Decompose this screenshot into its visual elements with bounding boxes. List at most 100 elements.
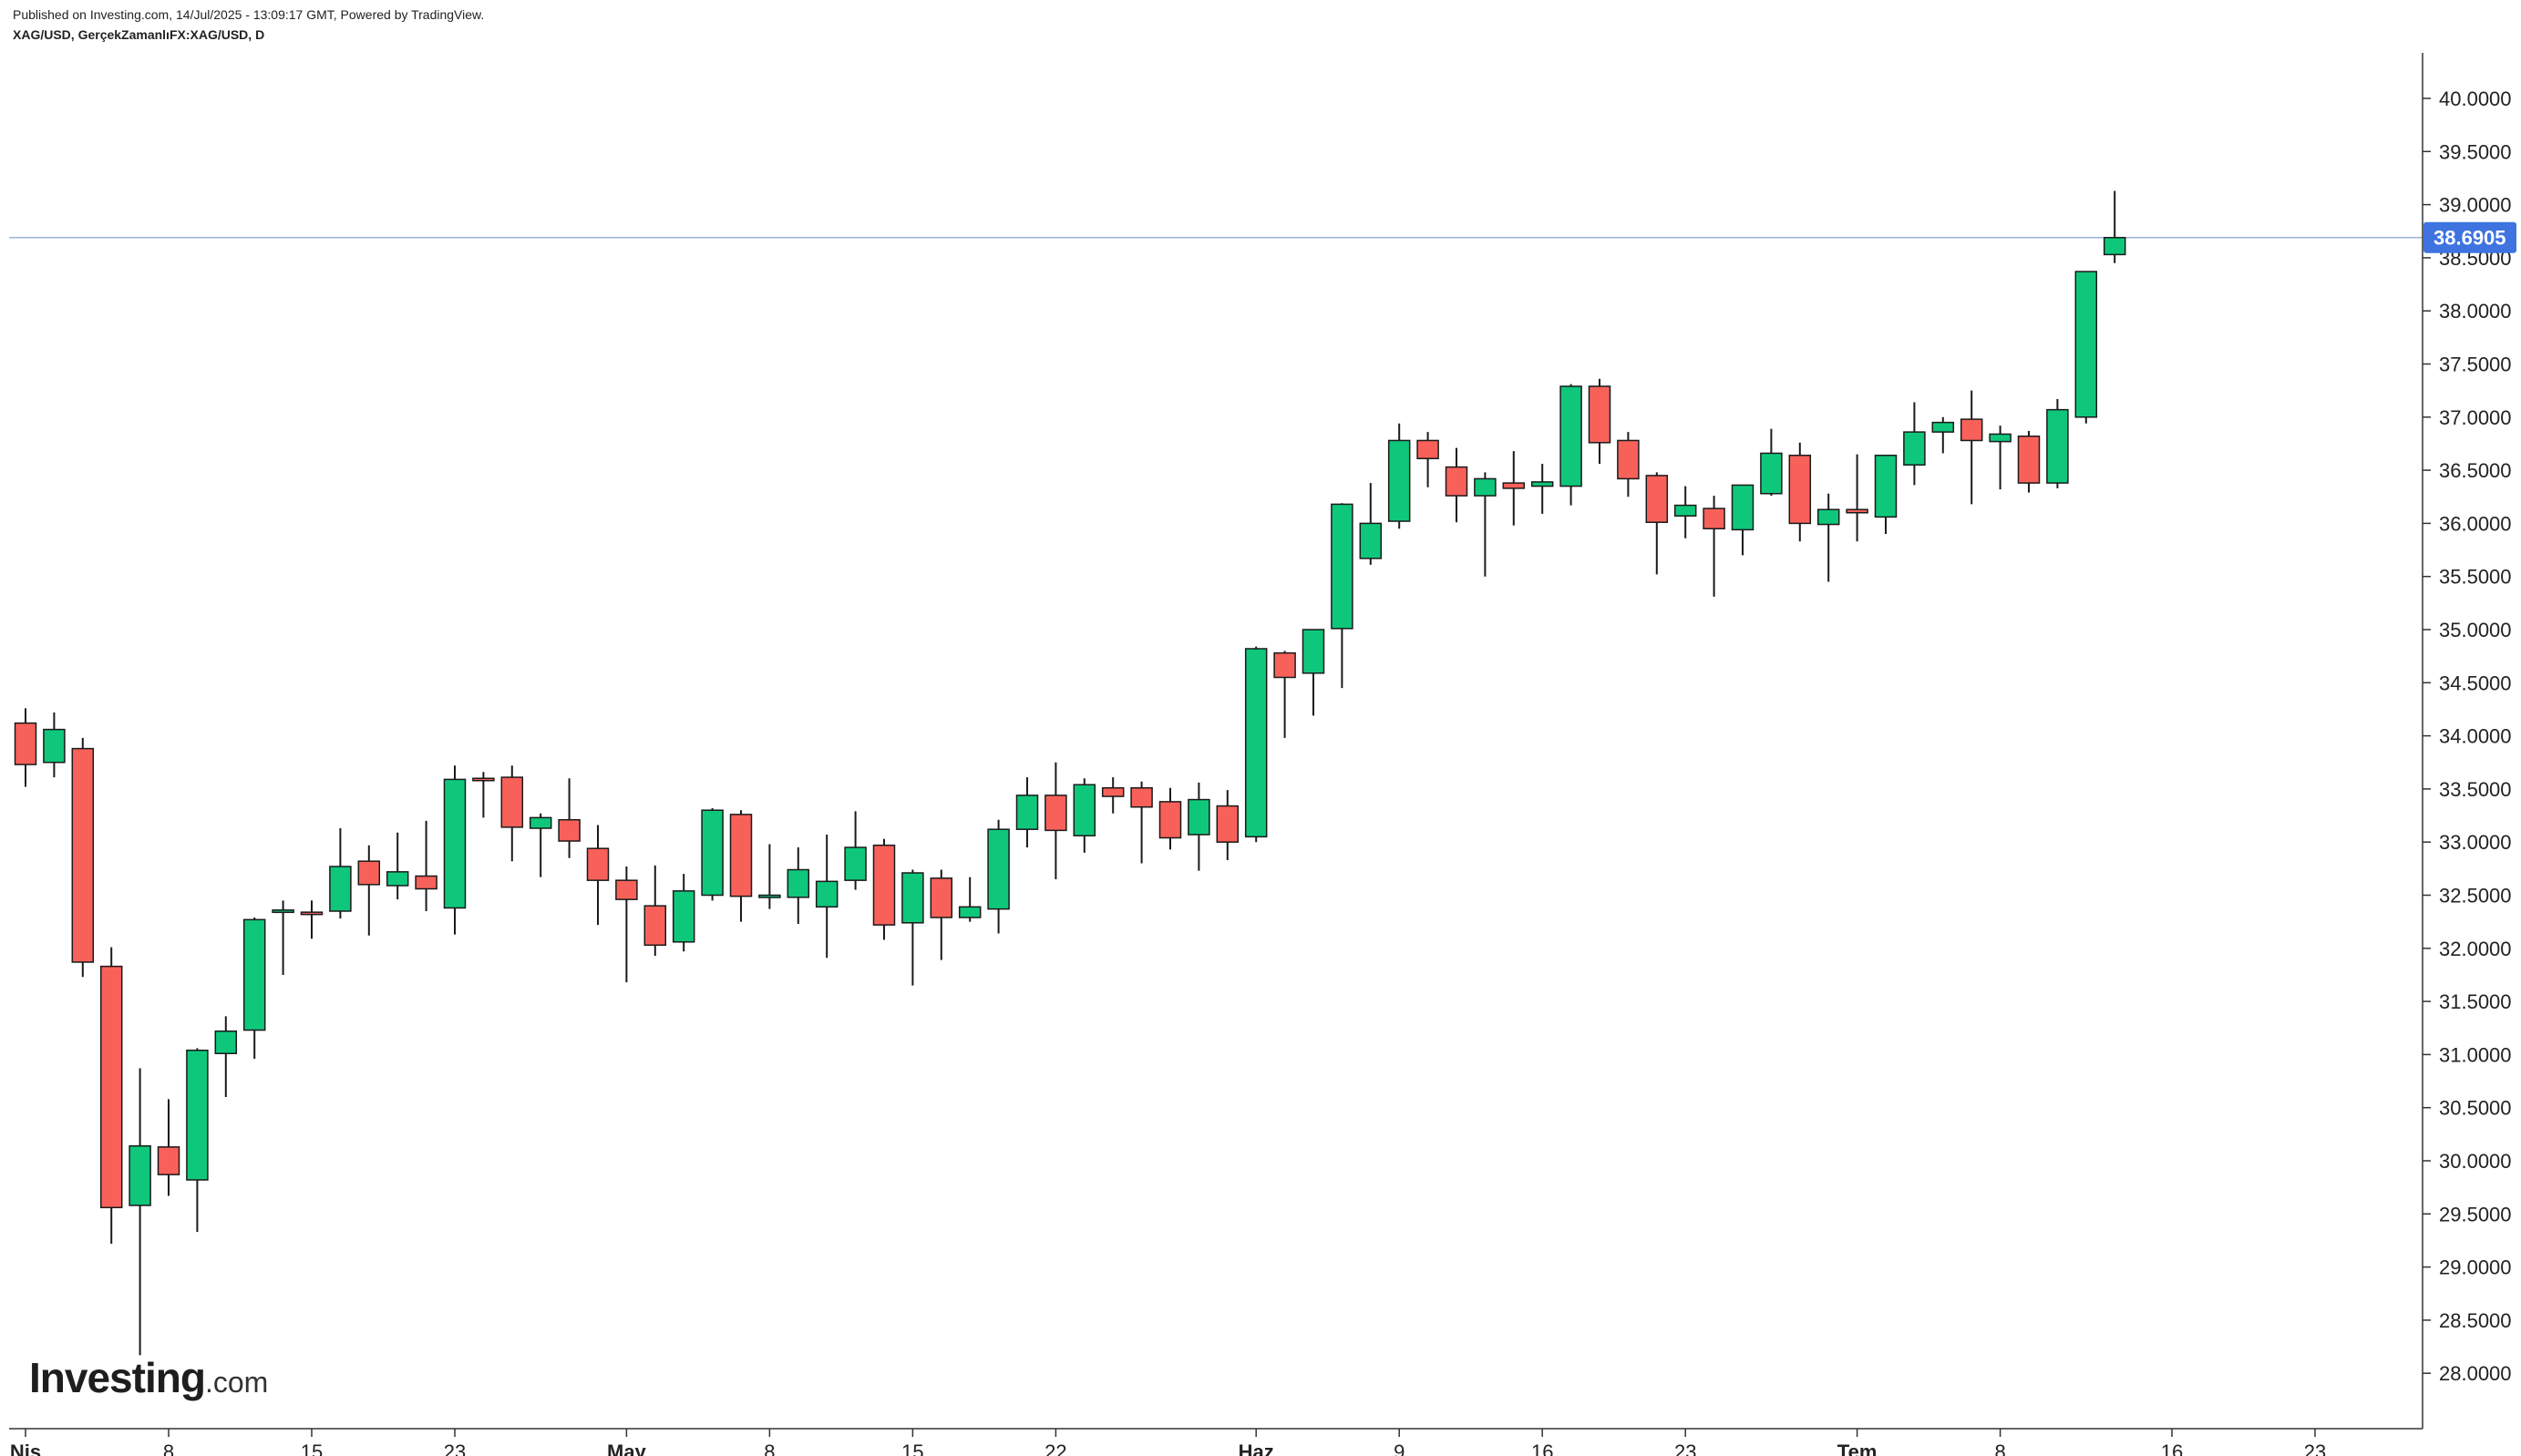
- candle: [1588, 378, 1611, 465]
- candle: [1645, 472, 1669, 575]
- candle-body-down: [357, 860, 381, 886]
- y-tick-label: 36.0000: [2439, 512, 2512, 535]
- y-tick-label: 33.0000: [2439, 831, 2512, 854]
- x-tick-label: 8: [764, 1441, 775, 1456]
- candle-body-down: [1445, 466, 1468, 497]
- candle: [1960, 390, 1983, 505]
- candle: [1502, 451, 1526, 526]
- candle: [1416, 432, 1439, 487]
- candle-body-down: [1703, 508, 1725, 529]
- candle-body-up: [1874, 455, 1898, 518]
- candle-body-down: [1588, 385, 1611, 444]
- candle: [472, 772, 495, 818]
- y-tick-label: 34.5000: [2439, 672, 2512, 694]
- candle-body-up: [1530, 481, 1554, 487]
- candle-body-up: [329, 866, 352, 912]
- candle-body-down: [643, 905, 667, 947]
- x-tick-label: May: [607, 1441, 647, 1456]
- candle: [1874, 455, 1898, 535]
- candle: [1302, 629, 1325, 716]
- candle: [1445, 447, 1468, 523]
- candle: [1216, 790, 1240, 861]
- candle: [2074, 271, 2098, 424]
- candle-body-up: [129, 1144, 151, 1206]
- candle: [815, 835, 839, 959]
- candle-body-down: [930, 877, 953, 918]
- candle-body-up: [1188, 798, 1210, 836]
- candle: [1188, 782, 1210, 871]
- candle: [1158, 787, 1182, 850]
- y-tick-label: 39.5000: [2439, 140, 2512, 163]
- x-tick-label: 23: [444, 1441, 466, 1456]
- x-axis-labels: Nis 8 15 23 May 8 15 22 Haz 9 16 23 Tem 8 16 23: [10, 1429, 2326, 1456]
- candle-body-up: [272, 909, 294, 914]
- candle-body-down: [500, 776, 524, 828]
- candle-body-down: [1645, 475, 1669, 523]
- x-tick-label: Tem: [1837, 1441, 1878, 1456]
- candle-body-down: [1502, 482, 1526, 489]
- candle: [14, 708, 37, 787]
- x-tick-label: 8: [163, 1441, 174, 1456]
- candle-body-up: [844, 846, 867, 881]
- y-tick-label: 34.0000: [2439, 725, 2512, 748]
- candle: [844, 811, 867, 890]
- candle-body-down: [1960, 418, 1983, 442]
- logo-brand: Investing: [29, 1354, 206, 1401]
- candle-body-down: [2017, 436, 2041, 484]
- candle: [1559, 384, 1582, 506]
- candle: [1387, 423, 1411, 529]
- y-tick-label: 37.5000: [2439, 354, 2512, 376]
- x-tick-label: 9: [1394, 1441, 1405, 1456]
- candle-body-up: [1474, 477, 1497, 497]
- candle: [930, 869, 953, 960]
- candle: [787, 847, 810, 924]
- candle-body-down: [558, 818, 581, 842]
- candle-body-up: [1302, 629, 1325, 674]
- y-tick-label: 29.0000: [2439, 1256, 2512, 1279]
- y-tick-label: 30.5000: [2439, 1097, 2512, 1120]
- x-tick-label: Haz: [1239, 1441, 1274, 1456]
- candle: [129, 1068, 151, 1356]
- candle: [214, 1016, 238, 1098]
- candle-body-down: [71, 747, 95, 963]
- candle-body-up: [1015, 795, 1039, 830]
- candle-body-up: [1731, 484, 1754, 531]
- candle-body-up: [701, 809, 724, 897]
- candle: [1731, 484, 1754, 556]
- candle-body-up: [1760, 452, 1783, 495]
- candle-body-down: [1158, 801, 1182, 839]
- candle: [2103, 190, 2126, 263]
- candle-body-up: [1989, 433, 2012, 443]
- x-tick-label: 23: [1674, 1441, 1696, 1456]
- candle-body-up: [242, 918, 266, 1031]
- candle: [1331, 503, 1353, 689]
- current-price-badge[interactable]: 38.6905: [2423, 221, 2516, 253]
- candle-body-down: [99, 965, 123, 1209]
- y-tick-label: 37.0000: [2439, 406, 2512, 429]
- y-tick-label: 32.5000: [2439, 885, 2512, 907]
- candle: [586, 825, 610, 926]
- candle-body-up: [1816, 508, 1840, 526]
- candle-body-up: [1931, 421, 1955, 433]
- candle-body-down: [415, 875, 437, 890]
- candle: [1788, 442, 1812, 542]
- x-tick-label: 8: [1994, 1441, 2005, 1456]
- candle-body-down: [1788, 455, 1812, 525]
- y-tick-label: 36.5000: [2439, 459, 2512, 482]
- candle: [1816, 493, 1840, 582]
- candle: [643, 865, 667, 956]
- candle: [758, 844, 781, 909]
- candle-body-up: [214, 1030, 238, 1054]
- candle-body-up: [672, 890, 695, 943]
- candle: [1015, 777, 1039, 848]
- candle-body-up: [758, 894, 781, 898]
- candle: [1130, 781, 1153, 864]
- candle-body-down: [300, 911, 324, 916]
- y-tick-label: 31.0000: [2439, 1043, 2512, 1066]
- candle-body-up: [1359, 522, 1383, 559]
- candle: [672, 874, 695, 952]
- candle-body-up: [2103, 236, 2126, 256]
- candle: [615, 866, 638, 983]
- candle-body-down: [586, 847, 610, 881]
